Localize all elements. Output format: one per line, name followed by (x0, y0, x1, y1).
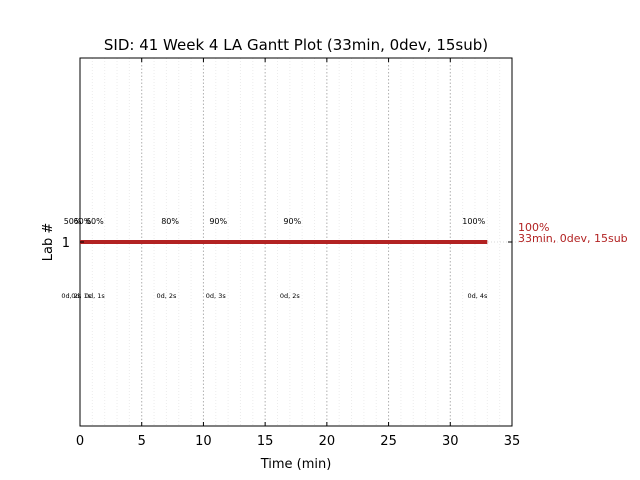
x-tick-label: 5 (138, 434, 146, 449)
y-axis-ticks: 1 (62, 236, 512, 251)
x-tick-label: 0 (76, 434, 84, 449)
x-axis-label: Time (min) (260, 457, 332, 472)
annotation-dev-sub: 0d, 2s (61, 292, 82, 300)
annotation-dev-sub: 0d, 3s (206, 292, 227, 300)
annotation-dev-sub: 0d, 2s (280, 292, 301, 300)
annotation-score: 90% (209, 217, 227, 226)
bars: 100%33min, 0dev, 15sub (80, 221, 628, 245)
annotation-score: 60% (86, 217, 104, 226)
x-tick-label: 25 (380, 434, 397, 449)
x-tick-label: 15 (257, 434, 274, 449)
y-axis-label: Lab # (41, 223, 56, 262)
x-tick-label: 20 (319, 434, 336, 449)
x-tick-label: 10 (195, 434, 212, 449)
annotation-score: 90% (283, 217, 301, 226)
bar-end-summary: 33min, 0dev, 15sub (518, 232, 628, 245)
annotation-dev-sub: 0d, 1s (71, 292, 92, 300)
annotation-score: 100% (462, 217, 485, 226)
x-tick-label: 35 (504, 434, 521, 449)
bar-end-percent: 100% (518, 221, 549, 234)
annotation-dev-sub: 0d, 4s (467, 292, 488, 300)
gantt-bar (80, 240, 488, 244)
annotation-dev-sub: 0d, 1s (85, 292, 106, 300)
annotation-score: 60% (74, 217, 92, 226)
chart-title: SID: 41 Week 4 LA Gantt Plot (33min, 0de… (104, 36, 488, 54)
x-tick-label: 30 (442, 434, 459, 449)
annotation-score: 80% (161, 217, 179, 226)
annotation-score: 50% (64, 217, 82, 226)
x-axis-ticks: 0 5 10 15 20 25 30 35 (76, 58, 520, 449)
annotation-dev-sub: 0d, 2s (156, 292, 177, 300)
y-tick-label: 1 (62, 236, 70, 251)
